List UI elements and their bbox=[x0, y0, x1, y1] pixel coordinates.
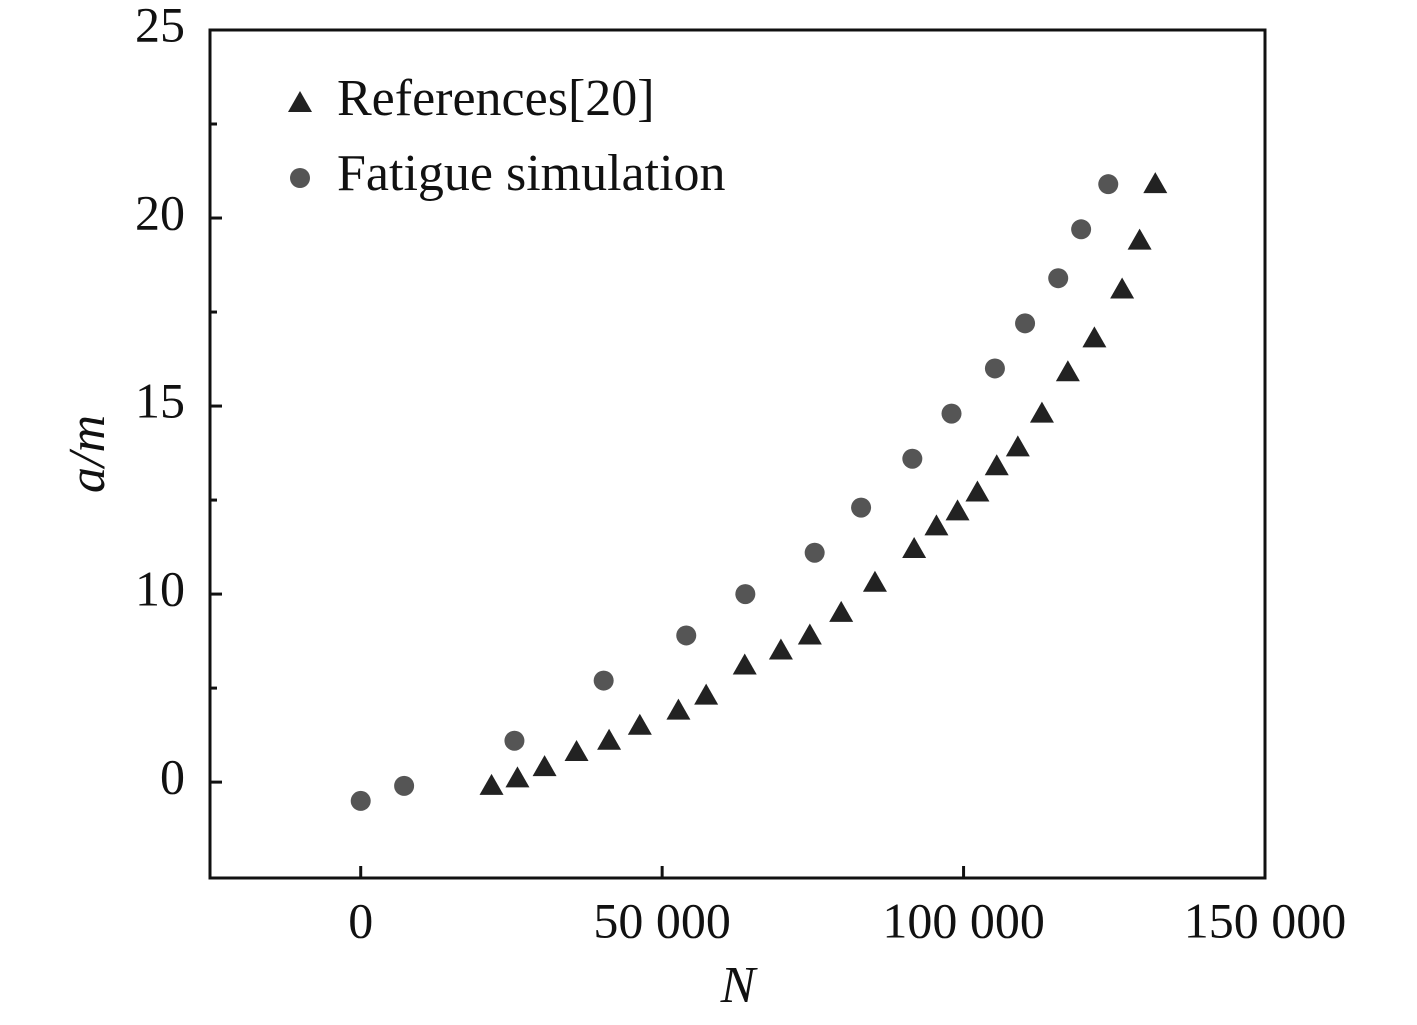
data-point bbox=[902, 536, 927, 558]
data-point bbox=[479, 773, 504, 795]
y-tick-label: 25 bbox=[135, 0, 185, 52]
data-point bbox=[941, 403, 962, 424]
data-point bbox=[862, 570, 887, 592]
data-point bbox=[1143, 172, 1168, 194]
data-point bbox=[924, 514, 949, 536]
x-tick-label: 0 bbox=[348, 892, 373, 948]
data-point bbox=[1082, 326, 1107, 348]
legend-marker bbox=[288, 91, 312, 112]
data-point bbox=[694, 683, 719, 705]
data-point bbox=[768, 638, 793, 660]
data-point bbox=[627, 713, 652, 735]
data-point bbox=[945, 499, 970, 521]
data-point bbox=[1015, 313, 1036, 334]
data-point bbox=[829, 600, 854, 622]
legend-label: Fatigue simulation bbox=[337, 145, 726, 202]
data-point bbox=[1127, 228, 1152, 250]
data-point bbox=[851, 497, 872, 518]
data-point bbox=[1005, 435, 1030, 457]
data-point bbox=[593, 670, 614, 691]
y-tick-label: 20 bbox=[135, 184, 185, 240]
data-point bbox=[1055, 360, 1080, 382]
data-point bbox=[504, 730, 525, 751]
data-point bbox=[676, 625, 697, 646]
y-axis-label: a/m bbox=[59, 415, 116, 493]
legend-marker bbox=[290, 168, 310, 188]
data-point bbox=[505, 766, 530, 788]
data-point bbox=[797, 623, 822, 645]
data-point bbox=[984, 358, 1005, 379]
data-point bbox=[532, 755, 557, 777]
data-point bbox=[394, 775, 415, 796]
y-tick-label: 10 bbox=[135, 561, 185, 617]
data-point bbox=[597, 728, 622, 750]
y-tick-label: 15 bbox=[135, 373, 185, 429]
data-point bbox=[902, 448, 923, 469]
data-point bbox=[666, 698, 691, 720]
data-point bbox=[350, 790, 371, 811]
data-point bbox=[1098, 174, 1119, 195]
data-point bbox=[564, 740, 589, 762]
data-point bbox=[965, 480, 990, 502]
data-point bbox=[735, 584, 756, 605]
legend-label: References[20] bbox=[337, 70, 655, 127]
data-point bbox=[732, 653, 757, 675]
x-axis-label: N bbox=[720, 957, 759, 1014]
data-point bbox=[1029, 401, 1054, 423]
plot-frame bbox=[208, 28, 1267, 880]
data-point bbox=[1110, 277, 1135, 299]
x-tick-label: 150 000 bbox=[1184, 892, 1347, 948]
y-tick-label: 0 bbox=[160, 749, 185, 805]
data-point bbox=[984, 454, 1009, 476]
data-point bbox=[804, 542, 825, 563]
data-point bbox=[1071, 219, 1092, 240]
x-tick-label: 100 000 bbox=[882, 892, 1045, 948]
data-point bbox=[1048, 268, 1069, 289]
x-tick-label: 50 000 bbox=[593, 892, 731, 948]
